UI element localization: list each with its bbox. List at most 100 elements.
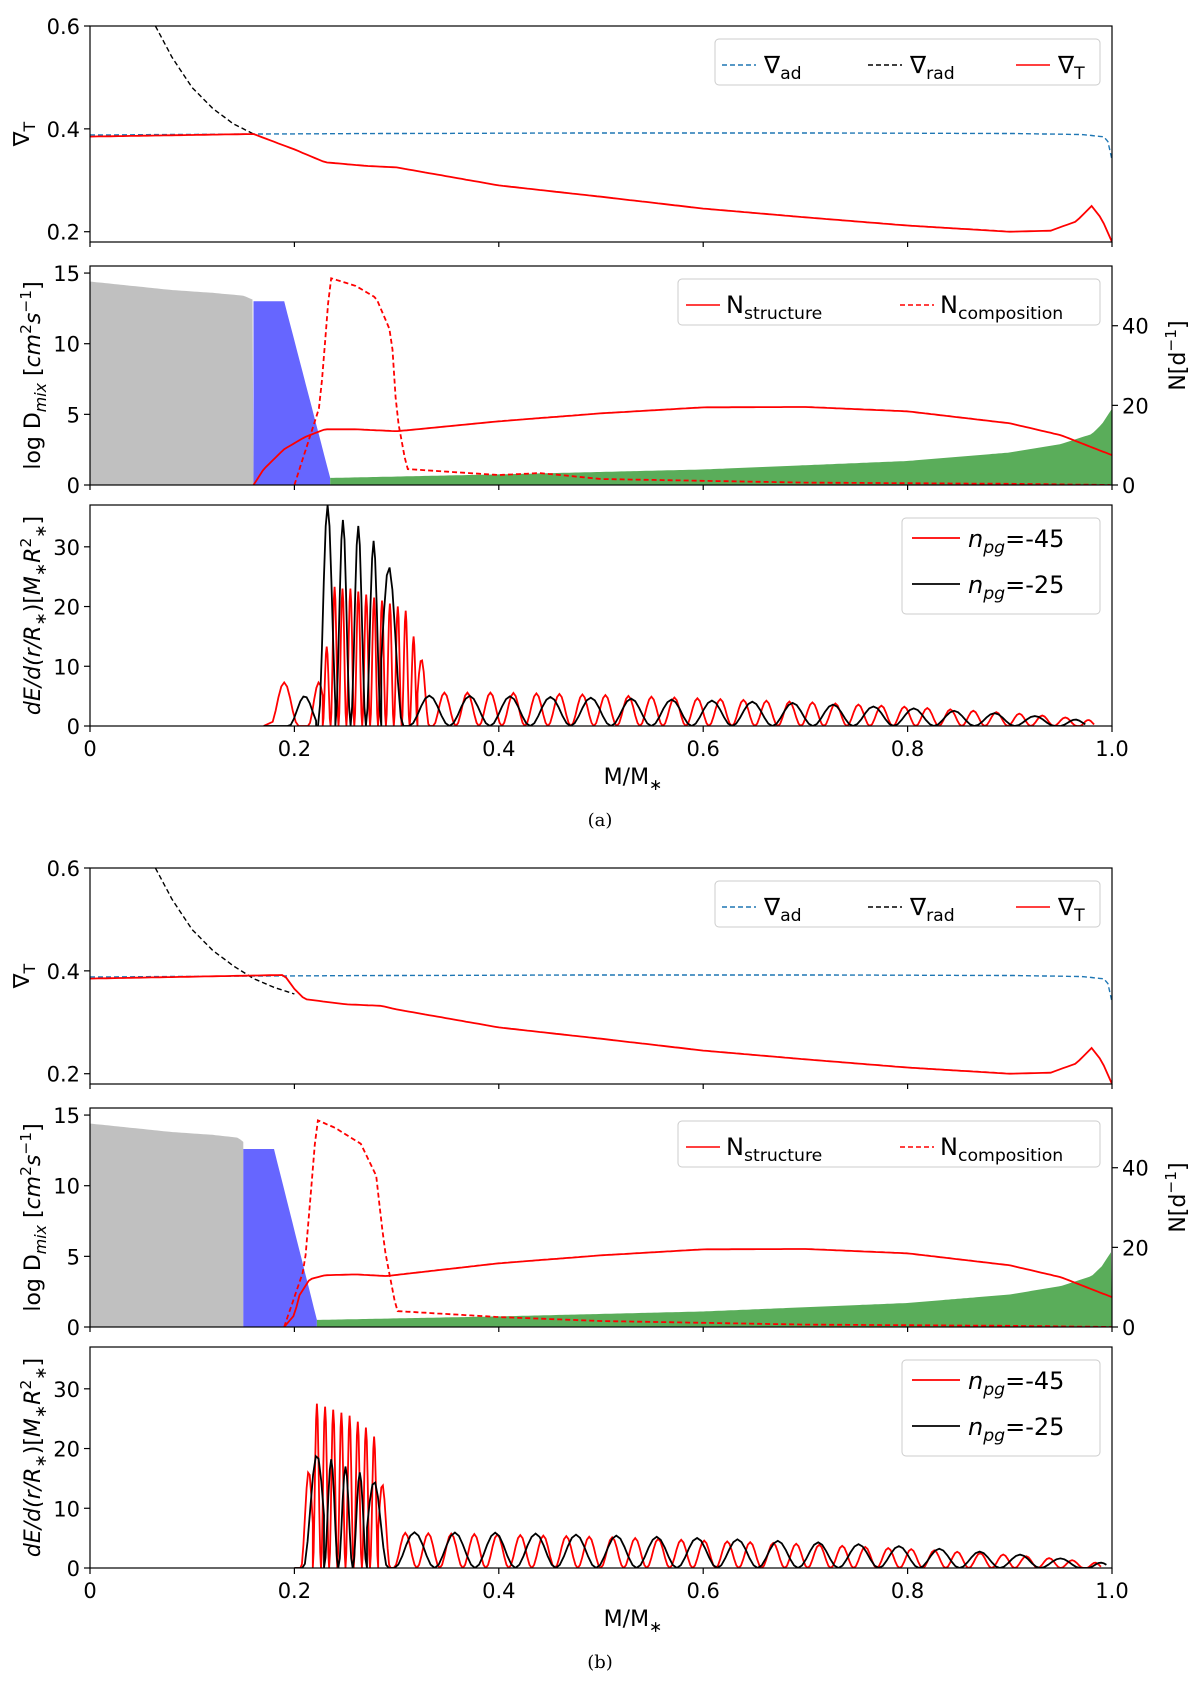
x-axis-label: M/M∗	[604, 765, 663, 794]
figure-a: 0.2 0.4 0.6 ∇T ∇ad ∇rad ∇T 0 5 10 15 0 20 40 log Dmix …	[10, 15, 1191, 831]
y-tick-label: 0.4	[47, 118, 80, 142]
x-tick-label: 0	[83, 1579, 96, 1603]
legend-label: Nstructure	[726, 291, 822, 324]
x-axis-label: M/M∗	[604, 1607, 663, 1636]
y-tick-label: 10	[53, 333, 80, 357]
y-tick-label: 0	[67, 474, 80, 498]
y-tick-label: 5	[67, 403, 80, 427]
y-tick-label: 0	[67, 1557, 80, 1581]
mixing-region-convective-core	[90, 281, 254, 485]
plot-frame	[89, 265, 1113, 486]
y-tick-label: 0.6	[47, 857, 80, 881]
series-line-∇T	[90, 974, 1112, 1084]
series-line-Nstructure	[252, 406, 1112, 485]
series-line-∇rad	[154, 868, 295, 995]
y-tick-label: 5	[67, 1245, 80, 1269]
series-line-Nstructure	[283, 1248, 1112, 1327]
series-line-∇ad	[90, 132, 1112, 160]
y-axis-label: log Dmix [cm2s−1]	[17, 1123, 50, 1311]
x-tick-label: 0.6	[686, 737, 719, 761]
energy-panel: 0 10 20 30 0 0.2 0.4 0.6 0.8 1.0 M/M∗ dE/d(r/R∗)[M∗…	[17, 504, 1129, 794]
y2-tick-label: 20	[1122, 394, 1149, 418]
legend-label: ∇rad	[909, 51, 955, 84]
legend-box	[714, 880, 1101, 928]
y2-tick-label: 0	[1122, 1316, 1135, 1340]
y2-tick-label: 20	[1122, 1236, 1149, 1260]
x-tick-label: 0.6	[686, 1579, 719, 1603]
x-tick-label: 0	[83, 737, 96, 761]
gradient-panel: 0.2 0.4 0.6 ∇T ∇ad ∇rad ∇T	[10, 15, 1113, 247]
y-axis-label: ∇T	[10, 121, 39, 147]
y-tick-label: 15	[53, 262, 80, 286]
legend-box	[714, 38, 1101, 86]
mixing-region-envelope-mixing	[316, 1252, 1112, 1327]
y-tick-label: 30	[53, 1378, 80, 1402]
y2-tick-label: 40	[1122, 315, 1149, 339]
x-tick-label: 0.8	[891, 1579, 924, 1603]
y-tick-label: 0	[67, 715, 80, 739]
y2-tick-label: 0	[1122, 474, 1135, 498]
series-line-Ncomposition	[293, 277, 1111, 485]
legend-label: npg=-25	[968, 1413, 1064, 1446]
legend-label: npg=-45	[968, 1367, 1064, 1400]
legend-box	[677, 1120, 1101, 1168]
y-tick-label: 15	[53, 1104, 80, 1128]
y-tick-label: 0.2	[47, 1063, 80, 1087]
legend-label: npg=-45	[968, 525, 1064, 558]
plot-frame	[89, 25, 1113, 243]
mixing-panel: 0 5 10 15 0 20 40 log Dmix [cm2s−1] N[d−1] Nstruc…	[17, 262, 1191, 498]
mixing-region-envelope-mixing	[330, 408, 1112, 485]
x-tick-label: 0.4	[482, 737, 515, 761]
series-line-∇ad	[90, 974, 1112, 1002]
y-tick-label: 30	[53, 536, 80, 560]
y-tick-label: 0.4	[47, 960, 80, 984]
y-tick-label: 0	[67, 1316, 80, 1340]
y-tick-label: 20	[53, 596, 80, 620]
mixing-panel: 0 5 10 15 0 20 40 log Dmix [cm2s−1] N[d−1] Nstruc…	[17, 1104, 1191, 1340]
series-line-Ncomposition	[283, 1119, 1112, 1327]
y-tick-label: 20	[53, 1438, 80, 1462]
y-axis-label: ∇T	[10, 963, 39, 989]
mixing-region-overshoot	[243, 1149, 317, 1327]
series-line-∇T	[90, 133, 1112, 242]
legend-box	[901, 517, 1101, 615]
legend-label: ∇T	[1057, 51, 1085, 84]
x-tick-label: 0.2	[278, 737, 311, 761]
y2-tick-label: 40	[1122, 1157, 1149, 1181]
figure-b: 0.2 0.4 0.6 ∇T ∇ad ∇rad ∇T 0 5 10 15 0 20 40 log Dmix …	[10, 857, 1191, 1673]
y-axis-label: dE/d(r/R∗)[M∗R2∗]	[17, 1358, 50, 1557]
plot-frame	[89, 1346, 1113, 1569]
x-tick-label: 0.2	[278, 1579, 311, 1603]
x-tick-label: 1.0	[1095, 737, 1128, 761]
legend-label: npg=-25	[968, 571, 1064, 604]
series-line-∇rad	[154, 26, 254, 135]
legend-label: Ncomposition	[940, 1133, 1063, 1166]
legend-label: Ncomposition	[940, 291, 1063, 324]
legend-box	[677, 278, 1101, 326]
mixing-region-overshoot	[253, 301, 331, 485]
plot-frame	[89, 1107, 1113, 1328]
series-line-npg=-25	[263, 505, 1086, 726]
figure-caption: (b)	[587, 1652, 613, 1673]
figure-caption: (a)	[588, 810, 613, 831]
y-tick-label: 0.2	[47, 221, 80, 245]
series-line-npg=-25	[294, 1454, 1107, 1568]
legend-label: ∇T	[1057, 893, 1085, 926]
legend-label: ∇ad	[763, 51, 802, 84]
series-line-npg=-45	[294, 1403, 1102, 1568]
y-axis-label: log Dmix [cm2s−1]	[17, 281, 50, 469]
y2-axis-label: N[d−1]	[1162, 320, 1191, 390]
y-tick-label: 0.6	[47, 15, 80, 39]
y2-axis-label: N[d−1]	[1162, 1162, 1191, 1232]
energy-panel: 0 10 20 30 0 0.2 0.4 0.6 0.8 1.0 M/M∗ dE/d(r/R∗)[M∗…	[17, 1346, 1129, 1636]
x-tick-label: 0.4	[482, 1579, 515, 1603]
gradient-panel: 0.2 0.4 0.6 ∇T ∇ad ∇rad ∇T	[10, 857, 1113, 1089]
y-tick-label: 10	[53, 1497, 80, 1521]
plot-frame	[89, 504, 1113, 727]
y-axis-label: dE/d(r/R∗)[M∗R2∗]	[17, 516, 50, 715]
y-tick-label: 10	[53, 1175, 80, 1199]
legend-label: ∇ad	[763, 893, 802, 926]
mixing-region-convective-core	[90, 1123, 244, 1327]
legend-label: Nstructure	[726, 1133, 822, 1166]
